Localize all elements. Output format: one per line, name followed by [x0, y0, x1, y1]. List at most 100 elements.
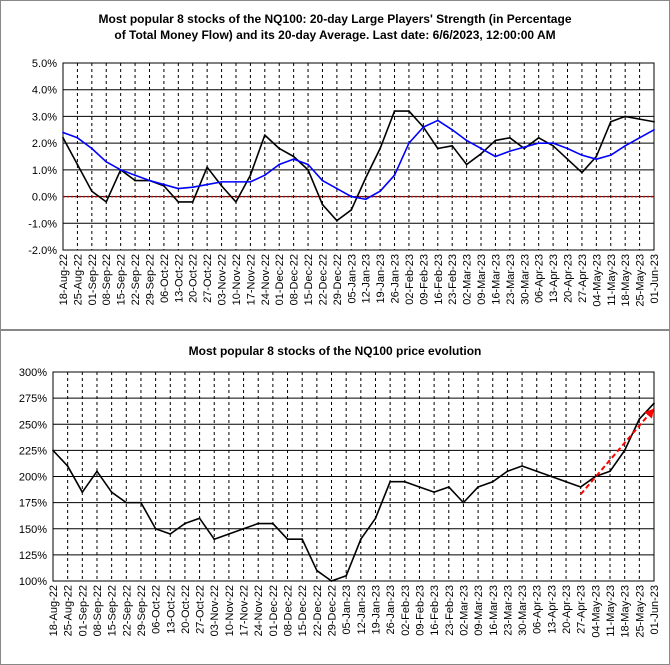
- series-1-point: [315, 569, 318, 572]
- x-tick-label: 13-Oct-22: [173, 254, 185, 303]
- large-players-strength-plot: -2.0% -1.0% 0.0% 1.0% 2.0% 3.0% 4.0% 5.0% 18-Aug…: [28, 58, 661, 307]
- series-2-point: [76, 136, 79, 139]
- series-1-point: [436, 147, 439, 150]
- series-line-1: [62, 110, 655, 222]
- x-tick-label: 15-Dec-22: [297, 585, 309, 636]
- series-1-point: [90, 190, 93, 193]
- series-1-point: [140, 501, 142, 504]
- x-tick-label: 12-Jan-23: [356, 585, 368, 635]
- x-tick-label: 16-Feb-23: [433, 254, 445, 305]
- x-tick-label: 16-Mar-23: [490, 254, 502, 305]
- x-tick-label: 22-Dec-22: [312, 585, 324, 636]
- series-1-point: [359, 538, 362, 541]
- series-2-point: [523, 146, 526, 149]
- series-1-point: [623, 449, 626, 452]
- x-tick-label: 22-Sep-22: [121, 585, 133, 636]
- x-tick-label: 03-Nov-22: [209, 585, 221, 636]
- x-tick-label: 11-May-23: [605, 585, 617, 637]
- series-1-point: [537, 136, 540, 139]
- x-tick-label: 24-Nov-22: [253, 585, 265, 636]
- series-1-point: [263, 134, 266, 137]
- series-line-2: [62, 119, 655, 201]
- x-tick-label: 01-Sep-22: [77, 585, 89, 636]
- series-1-point: [609, 470, 611, 473]
- x-tick-label: 19-Jan-23: [370, 585, 382, 635]
- x-tick-label: 16-Feb-23: [429, 585, 441, 636]
- series-1-point: [465, 163, 468, 166]
- x-tick-label: 04-May-23: [591, 254, 603, 307]
- price-chart-title: Most popular 8 stocks of the NQ100 price…: [188, 344, 482, 358]
- x-tick-label: 20-Apr-23: [561, 585, 573, 634]
- series-1-point: [330, 580, 333, 582]
- series-1-point: [594, 475, 597, 478]
- series-1-point: [220, 184, 223, 187]
- x-tick-label: 18-Aug-22: [58, 254, 70, 305]
- series-1-point: [177, 201, 180, 203]
- series-1-point: [235, 201, 237, 203]
- x-tick-label: 01-Dec-22: [268, 585, 280, 636]
- y-tick-label: 5.0%: [32, 58, 57, 70]
- x-tick-label: 17-Nov-22: [245, 254, 257, 305]
- x-tick-label: 20-Oct-22: [180, 585, 192, 634]
- series-1-point: [125, 501, 128, 504]
- series-1-point: [62, 136, 64, 139]
- series-1-point: [462, 501, 465, 504]
- series-1-point: [154, 527, 157, 530]
- series-1-point: [609, 120, 612, 123]
- series-1-point: [477, 486, 479, 488]
- series-1-point: [565, 480, 567, 483]
- x-tick-label: 22-Dec-22: [317, 254, 329, 305]
- series-2-point: [191, 186, 194, 189]
- series-2-point: [321, 179, 324, 182]
- series-1-point: [134, 179, 136, 182]
- x-tick-label: 23-Feb-23: [444, 585, 456, 636]
- series-1-point: [321, 203, 324, 206]
- series-1-point: [169, 533, 172, 535]
- series-2-point: [451, 128, 454, 131]
- x-tick-label: 18-May-23: [620, 585, 632, 638]
- x-tick-label: 13-Apr-23: [548, 254, 560, 303]
- y-tick-label: -2.0%: [28, 245, 57, 257]
- series-1-point: [52, 449, 54, 452]
- x-tick-label: 01-Jun-23: [649, 254, 661, 304]
- series-1-point: [447, 486, 450, 488]
- x-tick-label: 10-Nov-22: [224, 585, 236, 636]
- x-tick-label: 15-Sep-22: [116, 254, 128, 305]
- series-1-point: [389, 480, 392, 483]
- x-tick-label: 20-Oct-22: [188, 254, 200, 303]
- series-2-point: [581, 154, 583, 157]
- x-tick-label: 09-Feb-23: [414, 585, 426, 636]
- price-evolution-chart-panel: Most popular 8 stocks of the NQ100 price…: [0, 330, 670, 665]
- x-tick-label: 20-Apr-23: [563, 254, 575, 303]
- series-2-point: [436, 119, 439, 122]
- series-1-point: [638, 118, 641, 120]
- series-1-point: [535, 470, 538, 473]
- series-1-point: [566, 158, 569, 161]
- series-1-point: [494, 139, 497, 142]
- x-tick-label: 05-Jan-23: [341, 585, 353, 635]
- x-tick-label: 25-Aug-22: [72, 254, 84, 305]
- x-tick-label: 01-Dec-22: [274, 254, 286, 305]
- x-tick-label: 29-Sep-22: [144, 254, 156, 305]
- series-1-point: [292, 155, 295, 158]
- y-tick-label: 100%: [19, 576, 47, 588]
- series-2-point: [292, 158, 295, 161]
- series-2-point: [537, 142, 540, 145]
- x-tick-label: 29-Dec-22: [332, 254, 344, 305]
- y-tick-label: 125%: [19, 550, 47, 562]
- series-1-point: [638, 418, 641, 420]
- series-2-point: [278, 163, 281, 166]
- x-tick-label: 06-Apr-23: [534, 254, 546, 303]
- series-2-point: [364, 198, 367, 201]
- y-tick-label: 275%: [19, 393, 47, 405]
- series-1-point: [653, 120, 655, 123]
- x-tick-label: 27-Oct-22: [195, 585, 207, 634]
- x-tick-label: 06-Oct-22: [151, 585, 163, 634]
- x-tick-label: 22-Sep-22: [130, 254, 142, 305]
- series-1-point: [81, 491, 84, 494]
- x-tick-label: 02-Feb-23: [404, 254, 416, 305]
- x-tick-label: 05-Jan-23: [346, 254, 358, 304]
- series-1-point: [393, 110, 396, 112]
- x-tick-label: 03-Nov-22: [217, 254, 229, 305]
- x-tick-label: 18-Aug-22: [48, 585, 60, 636]
